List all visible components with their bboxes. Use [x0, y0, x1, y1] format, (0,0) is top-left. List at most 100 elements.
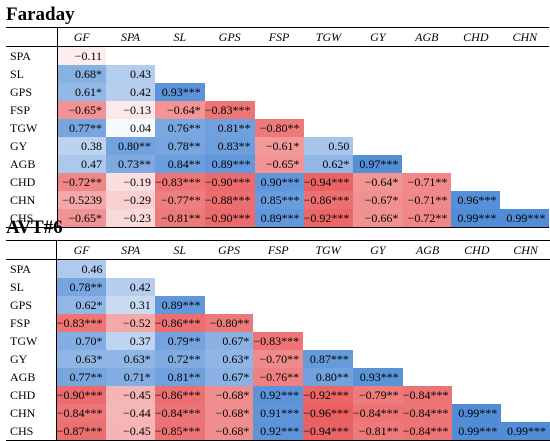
empty-cell	[501, 314, 550, 332]
empty-cell	[303, 278, 353, 296]
correlation-cell: 0.93***	[155, 83, 205, 101]
correlation-cell: 0.87***	[303, 350, 353, 368]
correlation-cell: 0.78**	[56, 278, 107, 296]
empty-cell	[155, 46, 205, 65]
empty-cell	[253, 314, 303, 332]
empty-cell	[451, 46, 501, 65]
empty-cell	[253, 259, 304, 278]
table-row: SL 0.68* 0.43	[6, 65, 549, 83]
correlation-cell: 0.67*	[204, 332, 254, 350]
correlation-cell: −0.96***	[303, 404, 353, 422]
empty-cell	[500, 83, 549, 101]
correlation-cell: 0.62*	[56, 296, 107, 314]
correlation-cell: −0.72**	[402, 209, 452, 228]
correlation-cell: 0.50	[303, 137, 354, 155]
empty-cell	[353, 101, 402, 119]
correlation-cell: 0.63*	[204, 350, 254, 368]
correlation-cell: −0.61*	[254, 137, 304, 155]
table-row: TGW 0.70* 0.37 0.79** 0.67* −0.83***	[6, 332, 550, 350]
correlation-cell: 0.89***	[154, 296, 205, 314]
table-row: GY 0.63* 0.63* 0.72** 0.63* −0.70** 0.87***	[6, 350, 550, 368]
empty-cell	[501, 404, 550, 422]
table-row: CHD −0.72** −0.19 −0.83*** −0.90*** 0.90*** −0…	[6, 173, 549, 191]
correlation-cell: −0.83***	[253, 332, 304, 350]
correlation-cell: 0.92***	[253, 386, 304, 404]
empty-cell	[452, 386, 501, 404]
empty-cell	[402, 155, 451, 173]
correlation-cell: −0.90***	[204, 209, 255, 228]
correlation-cell: 0.77**	[56, 368, 107, 386]
empty-cell	[402, 259, 453, 278]
correlation-cell: −0.92***	[303, 209, 354, 228]
correlation-cell: 0.92***	[253, 422, 304, 441]
correlation-cell: −0.66*	[353, 209, 403, 228]
table-corner	[6, 27, 58, 47]
correlation-cell: 0.80**	[106, 137, 155, 155]
correlation-cell: −0.84***	[352, 404, 403, 422]
correlation-cell: −0.88***	[204, 191, 255, 209]
table-row: TGW 0.77** 0.04 0.76** 0.81** −0.80**	[6, 119, 549, 137]
empty-cell	[403, 368, 453, 386]
correlation-cell: −0.86***	[154, 314, 205, 332]
empty-cell	[403, 332, 453, 350]
correlation-cell: −0.94***	[303, 173, 354, 191]
row-header-chn: CHN	[6, 404, 57, 422]
correlation-cell: −0.11	[57, 46, 106, 65]
correlation-cell: 0.46	[56, 259, 107, 278]
correlation-cell: −0.76**	[253, 368, 304, 386]
column-header-agb: AGB	[402, 27, 452, 47]
column-header-fsp: FSP	[253, 240, 304, 260]
correlation-cell: −0.79**	[352, 386, 403, 404]
empty-cell	[353, 332, 403, 350]
empty-cell	[303, 296, 353, 314]
row-header-tgw: TGW	[6, 332, 57, 350]
empty-cell	[353, 137, 402, 155]
correlation-cell: 0.81**	[154, 368, 205, 386]
empty-cell	[205, 65, 255, 83]
column-header-chd: CHD	[451, 27, 501, 47]
empty-cell	[500, 137, 549, 155]
correlation-cell: 0.99***	[452, 404, 502, 422]
empty-cell	[303, 332, 353, 350]
correlation-cell: −0.65*	[254, 155, 304, 173]
table-row: SPA −0.11	[6, 46, 550, 65]
correlation-cell: 0.72**	[154, 350, 205, 368]
row-header-gps: GPS	[6, 296, 57, 314]
correlation-cell: 0.79**	[154, 332, 205, 350]
correlation-cell: −0.68*	[204, 404, 254, 422]
column-header-sl: SL	[154, 240, 205, 260]
table-row: AGB 0.47 0.73** 0.84** 0.89*** −0.65* 0.62* 0.9…	[6, 155, 549, 173]
correlation-cell: −0.83***	[56, 314, 107, 332]
correlation-table-faraday: GF SPA SL GPS FSP TGW GY AGB CHD CHN SPA −0.11 SL 0.6…	[6, 27, 550, 228]
empty-cell	[154, 259, 205, 278]
row-header-spa: SPA	[6, 259, 57, 278]
row-header-gy: GY	[6, 350, 57, 368]
correlation-cell: 0.84**	[155, 155, 205, 173]
row-header-fsp: FSP	[6, 101, 58, 119]
correlation-cell: −0.84***	[56, 404, 107, 422]
empty-cell	[451, 173, 500, 191]
correlation-cell: −0.90***	[204, 173, 255, 191]
correlation-cell: −0.84***	[402, 386, 453, 404]
empty-cell	[501, 259, 550, 278]
correlation-cell: −0.84***	[402, 422, 453, 441]
correlation-cell: 0.42	[106, 83, 155, 101]
empty-cell	[452, 332, 501, 350]
empty-cell	[204, 259, 254, 278]
empty-cell	[501, 386, 550, 404]
correlation-cell: 0.77**	[57, 119, 106, 137]
correlation-cell: −0.65*	[57, 209, 106, 228]
correlation-cell: −0.86***	[303, 191, 354, 209]
correlation-cell: −0.65*	[57, 101, 106, 119]
column-header-gy: GY	[353, 27, 403, 47]
correlation-cell: −0.52	[106, 314, 155, 332]
correlation-cell: 0.76**	[155, 119, 205, 137]
empty-cell	[403, 350, 453, 368]
empty-cell	[403, 314, 453, 332]
empty-cell	[353, 119, 402, 137]
table-row: GPS 0.61* 0.42 0.93***	[6, 83, 549, 101]
empty-cell	[205, 83, 255, 101]
column-header-gps: GPS	[204, 240, 254, 260]
correlation-cell: 0.73**	[106, 155, 155, 173]
correlation-cell: −0.81**	[352, 422, 403, 441]
